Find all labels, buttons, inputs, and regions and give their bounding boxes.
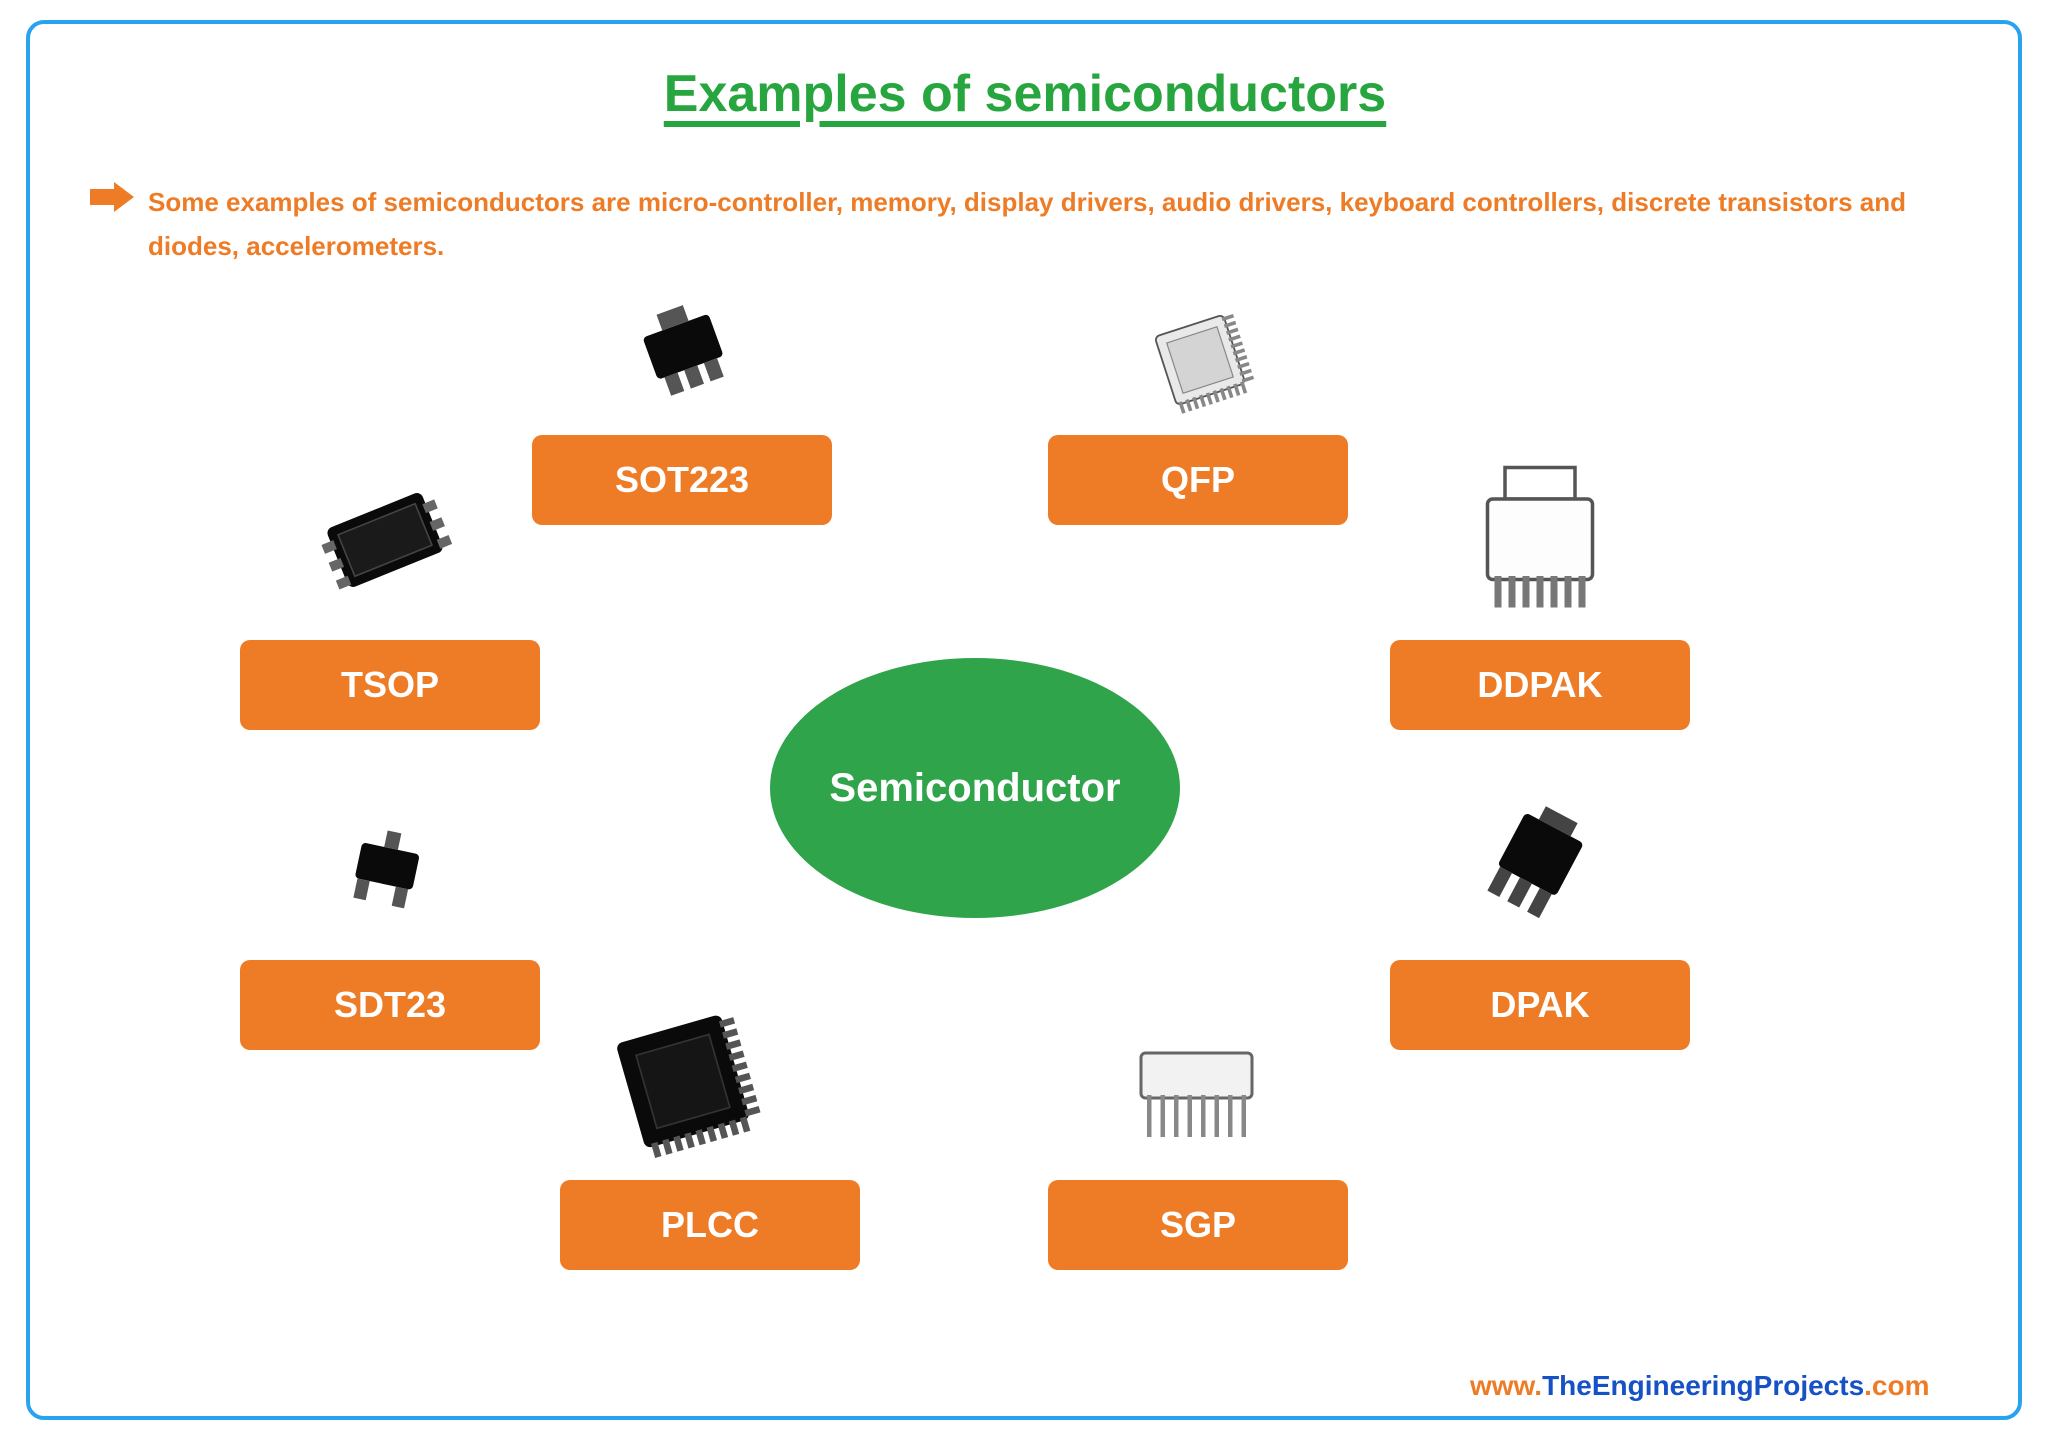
sdt23-icon — [300, 800, 470, 940]
qfp-icon — [1100, 300, 1300, 420]
center-node-label: Semiconductor — [829, 766, 1120, 811]
intro-text: Some examples of semiconductors are micr… — [148, 180, 1950, 268]
chip-label-plcc: PLCC — [560, 1180, 860, 1270]
page-title: Examples of semiconductors — [500, 64, 1550, 124]
chip-label-dpak: DPAK — [1390, 960, 1690, 1050]
watermark-main: TheEngineeringProjects — [1542, 1370, 1864, 1401]
chip-image-sdt23 — [300, 800, 470, 940]
intro-bullet: Some examples of semiconductors are micr… — [90, 180, 1950, 268]
chip-label-tsop: TSOP — [240, 640, 540, 730]
dpak-icon — [1450, 790, 1620, 940]
chip-label-sgp: SGP — [1048, 1180, 1348, 1270]
chip-image-tsop — [290, 460, 480, 620]
chip-image-dpak — [1450, 790, 1620, 940]
watermark-suffix: .com — [1864, 1370, 1929, 1401]
chip-image-qfp — [1100, 300, 1300, 420]
chip-label-sdt23: SDT23 — [240, 960, 540, 1050]
watermark: www.TheEngineeringProjects.com — [1470, 1370, 1930, 1402]
ddpak-icon — [1450, 450, 1630, 625]
chip-label-ddpak: DDPAK — [1390, 640, 1690, 730]
arrow-right-icon — [90, 182, 134, 212]
chip-image-sgp — [1090, 1008, 1300, 1158]
chip-image-ddpak — [1450, 450, 1630, 625]
chip-label-sot223: SOT223 — [532, 435, 832, 525]
plcc-icon — [590, 1000, 780, 1165]
chip-label-qfp: QFP — [1048, 435, 1348, 525]
chip-image-sot223 — [590, 282, 780, 422]
sgp-icon — [1090, 1008, 1300, 1158]
tsop-icon — [290, 460, 480, 620]
center-node: Semiconductor — [770, 658, 1180, 918]
sot223-icon — [590, 282, 780, 422]
watermark-prefix: www. — [1470, 1370, 1542, 1401]
chip-image-plcc — [590, 1000, 780, 1165]
